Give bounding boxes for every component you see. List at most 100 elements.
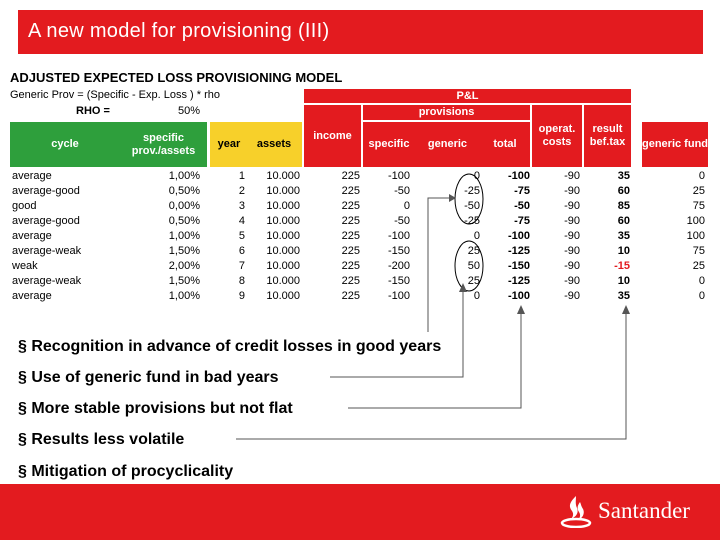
cell-assets: 10.000 xyxy=(266,275,300,287)
generic-header: generic xyxy=(427,138,468,150)
cell-income: 225 xyxy=(341,215,360,227)
cell-costs: -90 xyxy=(564,290,580,302)
cell-result: -15 xyxy=(614,260,630,272)
year-header: year xyxy=(217,138,241,150)
cell-costs: -90 xyxy=(564,275,580,287)
cell-pct: 0,00% xyxy=(168,200,200,212)
cell-generic: 0 xyxy=(473,290,480,302)
cell-pct: 1,00% xyxy=(168,170,200,182)
cell-costs: -90 xyxy=(564,200,580,212)
cell-assets: 10.000 xyxy=(266,260,300,272)
cycle-header: cycle xyxy=(51,138,79,150)
cell-specific: -100 xyxy=(387,230,410,242)
cell-year: 5 xyxy=(238,230,245,242)
cell-assets: 10.000 xyxy=(266,290,300,302)
cell-income: 225 xyxy=(341,185,360,197)
cell-result: 35 xyxy=(617,290,630,302)
cell-fund: 75 xyxy=(692,200,705,212)
brand-name: Santander xyxy=(598,498,690,523)
cell-assets: 10.000 xyxy=(266,230,300,242)
cell-year: 7 xyxy=(238,260,245,272)
cell-income: 225 xyxy=(341,200,360,212)
cell-result: 35 xyxy=(617,170,630,182)
cell-pct: 0,50% xyxy=(168,215,200,227)
generic-bad-circle xyxy=(454,240,484,292)
cell-costs: -90 xyxy=(564,170,580,182)
generic-fund-header: generic fund xyxy=(642,122,708,167)
cell-result: 85 xyxy=(617,200,630,212)
cell-costs: -90 xyxy=(564,230,580,242)
cell-cycle: average xyxy=(12,170,52,182)
cell-specific: 0 xyxy=(403,200,410,212)
bullet-3: § More stable provisions but not flat xyxy=(18,400,293,417)
arrowhead-1 xyxy=(449,194,456,202)
cell-income: 225 xyxy=(341,275,360,287)
cell-fund: 100 xyxy=(686,230,705,242)
cell-income: 225 xyxy=(341,260,360,272)
cell-year: 1 xyxy=(238,170,245,182)
cell-specific: -200 xyxy=(387,260,410,272)
formula-text: Generic Prov = (Specific - Exp. Loss ) *… xyxy=(10,89,220,101)
cell-result: 60 xyxy=(617,215,630,227)
cell-cycle: average xyxy=(12,290,52,302)
cell-fund: 25 xyxy=(692,260,705,272)
cell-specific: -100 xyxy=(387,290,410,302)
cell-cycle: average-good xyxy=(12,185,80,197)
cell-income: 225 xyxy=(341,290,360,302)
cell-cycle: average-weak xyxy=(12,245,82,257)
cell-pct: 1,50% xyxy=(168,275,200,287)
cell-total: -75 xyxy=(514,185,530,197)
cell-pct: 1,00% xyxy=(168,230,200,242)
cell-result: 10 xyxy=(617,245,630,257)
bullet-5: § Mitigation of procyclicality xyxy=(18,463,234,480)
cell-specific: -100 xyxy=(387,170,410,182)
cell-total: -125 xyxy=(507,275,530,287)
cell-result: 60 xyxy=(617,185,630,197)
assets-header: assets xyxy=(256,138,292,150)
cell-pct: 0,50% xyxy=(168,185,200,197)
cell-fund: 0 xyxy=(698,290,705,302)
santander-flame-icon xyxy=(560,496,592,528)
cell-year: 6 xyxy=(238,245,245,257)
cell-assets: 10.000 xyxy=(266,185,300,197)
cell-total: -50 xyxy=(514,200,530,212)
arrowhead-4 xyxy=(622,305,630,314)
yellow-header-block xyxy=(210,122,302,167)
specific-header: specific xyxy=(368,138,410,150)
cell-total: -100 xyxy=(507,290,530,302)
cell-assets: 10.000 xyxy=(266,170,300,182)
bullet-2: § Use of generic fund in bad years xyxy=(18,369,279,386)
operat-costs-header: operat. costs xyxy=(532,105,582,167)
cell-year: 9 xyxy=(238,290,245,302)
cell-assets: 10.000 xyxy=(266,200,300,212)
pl-header: P&L xyxy=(304,89,631,103)
provisions-sub-header-block xyxy=(363,122,530,167)
arrow-line-1 xyxy=(427,197,453,332)
cell-generic: -25 xyxy=(464,185,480,197)
cell-generic: 25 xyxy=(467,245,480,257)
cell-fund: 25 xyxy=(692,185,705,197)
arrow-line-4 xyxy=(236,310,627,440)
cell-costs: -90 xyxy=(564,215,580,227)
cell-generic: 50 xyxy=(467,260,480,272)
cell-income: 225 xyxy=(341,245,360,257)
footer-bar xyxy=(0,484,720,540)
cell-specific: -50 xyxy=(394,215,410,227)
cell-costs: -90 xyxy=(564,185,580,197)
cell-costs: -90 xyxy=(564,260,580,272)
cell-fund: 0 xyxy=(698,275,705,287)
cell-generic: 0 xyxy=(473,170,480,182)
cell-cycle: good xyxy=(12,200,37,212)
cell-cycle: weak xyxy=(12,260,38,272)
total-header: total xyxy=(493,138,517,150)
arrow-line-2 xyxy=(330,288,464,378)
arrowhead-2 xyxy=(459,283,467,292)
specific-prov-assets-header: specific prov./assets xyxy=(131,131,196,157)
cell-pct: 2,00% xyxy=(168,260,200,272)
cell-assets: 10.000 xyxy=(266,245,300,257)
arrow-line-3 xyxy=(348,310,522,409)
cell-specific: -150 xyxy=(387,275,410,287)
rho-label: RHO = xyxy=(76,105,110,117)
cell-total: -150 xyxy=(507,260,530,272)
